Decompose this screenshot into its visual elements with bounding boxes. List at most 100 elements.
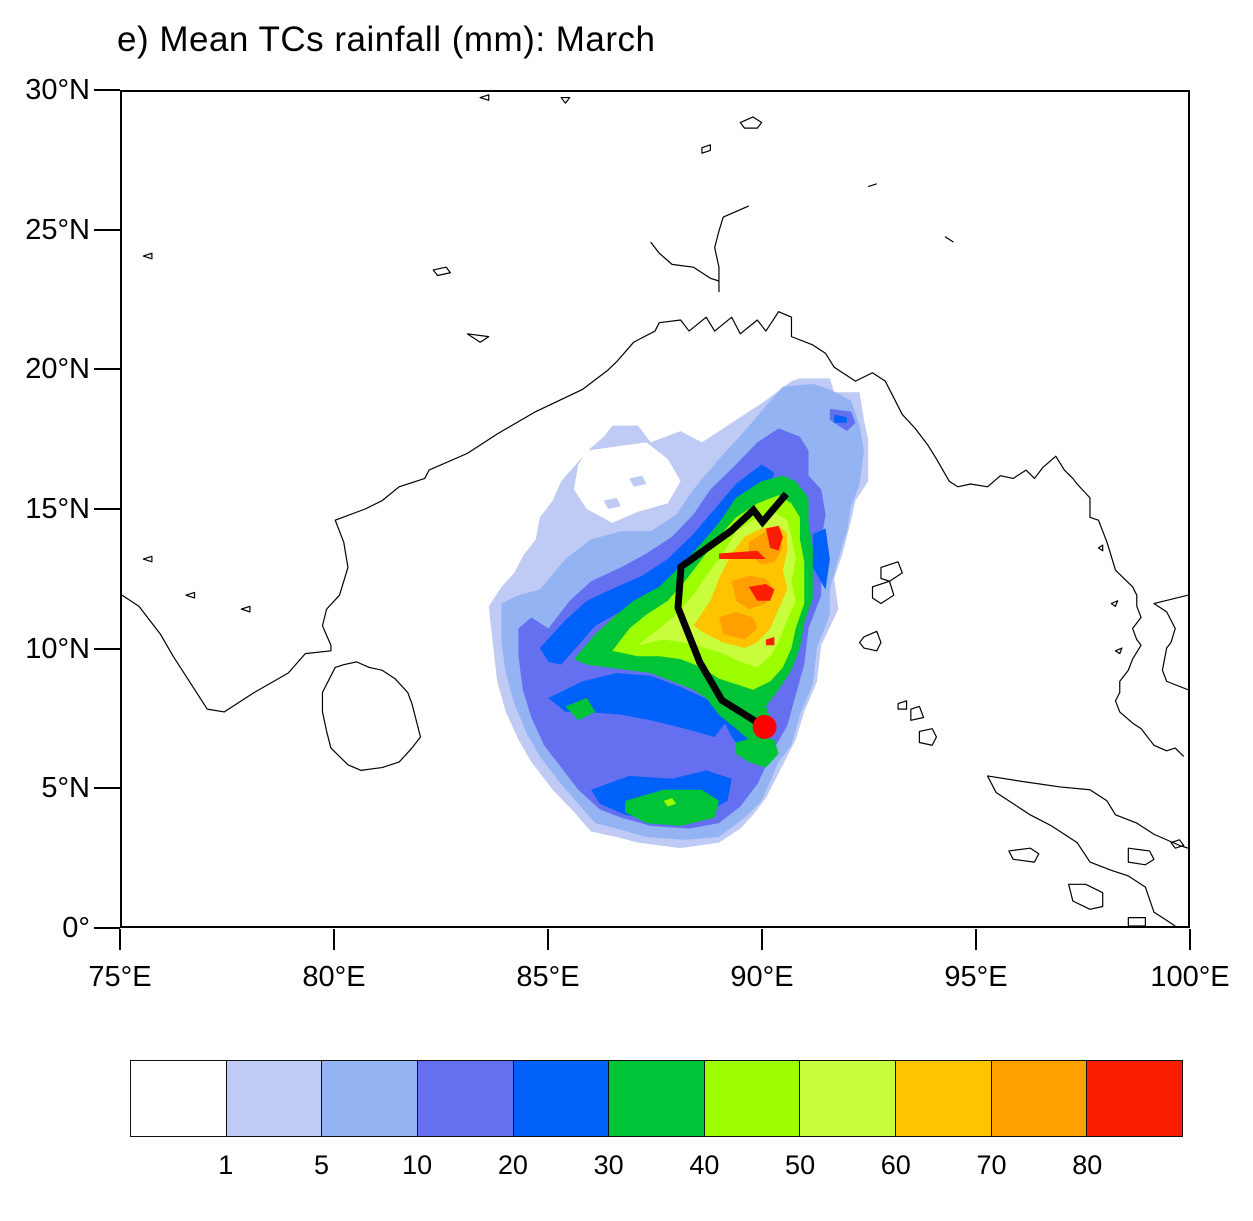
- coastline-mergui-islet-3: [1114, 647, 1123, 655]
- coastline-andaman-2: [871, 580, 895, 605]
- y-axis-tick-30: [94, 89, 120, 91]
- x-axis-label-95: 95°E: [944, 961, 1008, 993]
- colorbar-cell-3: [416, 1060, 514, 1137]
- genesis-point: [752, 715, 777, 739]
- rainfall-region-30-40: [565, 697, 596, 721]
- coastline-india-bangladesh-myanmar: [122, 311, 1185, 757]
- x-axis-tick-75: [119, 929, 121, 950]
- coastline-nicobar-1: [897, 700, 908, 710]
- y-axis-label-25: 25°N: [25, 213, 90, 246]
- coastline-nicobar-2: [910, 705, 925, 721]
- y-axis-label-15: 15°N: [25, 493, 90, 525]
- colorbar-cell-4: [512, 1060, 610, 1137]
- y-axis-label-10: 10°N: [25, 632, 90, 665]
- rainfall-region-30-40: [625, 789, 719, 826]
- colorbar-label-60: 60: [880, 1150, 911, 1180]
- coastline-inland-lake-4: [185, 591, 196, 599]
- coastline-left-speck: [142, 252, 153, 260]
- coastline-river-brahmaputra: [714, 205, 750, 293]
- y-axis-label-20: 20°N: [25, 353, 90, 386]
- x-axis-tick-95: [975, 929, 977, 950]
- colorbar-label-5: 5: [313, 1150, 329, 1180]
- rainfall-region-20-30: [812, 528, 830, 590]
- colorbar-label-10: 10: [402, 1150, 433, 1180]
- colorbar-label-70: 70: [976, 1150, 1007, 1180]
- coastline-himalaya-ring: [701, 144, 711, 154]
- colorbar-label-40: 40: [689, 1150, 720, 1180]
- x-axis-label-90: 90°E: [730, 961, 794, 993]
- coastline-andaman-1: [880, 561, 903, 582]
- coastline-nicobar-3: [918, 728, 938, 746]
- cyclone-track: [674, 491, 789, 730]
- y-axis-label-0: 0°: [62, 912, 90, 944]
- x-axis-tick-100: [1189, 929, 1191, 950]
- colorbar-label-30: 30: [593, 1150, 624, 1180]
- colorbar-cell-9: [990, 1060, 1088, 1137]
- colorbar-cell-6: [703, 1060, 801, 1137]
- rainfall-region-30-40: [735, 737, 779, 768]
- rainfall-region-1-5: [629, 475, 647, 487]
- coastline-sumatra-island-3: [1127, 847, 1155, 866]
- y-axis-label-30: 30°N: [25, 74, 90, 106]
- colorbar-cell-8: [895, 1060, 992, 1137]
- coastline-sumatra-island-4: [1127, 917, 1146, 926]
- rainfall-region-lt1: [574, 442, 681, 523]
- coastline-inland-lake-2: [466, 333, 490, 343]
- coastline-inland-lake-3: [142, 555, 153, 563]
- rainfall-region-20-30: [548, 673, 728, 738]
- coastline-mergui-islet-2: [1110, 600, 1119, 607]
- colorbar-label-20: 20: [497, 1150, 528, 1180]
- rainfall-region-gt80: [765, 636, 775, 646]
- coastline-river-ganges: [650, 241, 720, 282]
- y-axis-tick-15: [94, 508, 120, 510]
- coastline-gulf-of-thailand: [1153, 594, 1188, 691]
- x-axis-tick-90: [761, 929, 763, 950]
- colorbar-cell-0: [130, 1060, 227, 1137]
- coastline-sumatra-island-1: [1008, 847, 1040, 863]
- x-axis-tick-85: [547, 929, 549, 950]
- x-axis-label-75: 75°E: [88, 961, 152, 993]
- colorbar-cell-2: [321, 1060, 418, 1137]
- x-axis-label-85: 85°E: [516, 961, 580, 993]
- rainfall-region-70-80: [718, 611, 758, 640]
- y-axis-tick-25: [94, 228, 120, 231]
- rainfall-region-gt80: [718, 550, 766, 560]
- rainfall-region-40-50: [663, 798, 677, 807]
- coastline-inland-lake-5: [240, 605, 251, 613]
- x-axis-label-100: 100°E: [1150, 961, 1230, 993]
- y-axis-tick-20: [94, 368, 120, 371]
- rainfall-region-1-5: [603, 497, 621, 509]
- coastline-sri-lanka: [321, 661, 422, 771]
- rainfall-region-20-30: [539, 464, 775, 665]
- y-axis-tick-10: [94, 647, 120, 650]
- x-axis-label-80: 80°E: [302, 961, 366, 993]
- rainfall-region-gt80: [748, 584, 775, 601]
- colorbar: [130, 1060, 1184, 1137]
- y-axis-tick-5: [94, 787, 120, 790]
- coastline-andaman-3: [859, 630, 882, 652]
- coastline-sumatra-island-2: [1068, 883, 1104, 910]
- rainfall-region-gt80: [765, 525, 783, 551]
- map-frame: [120, 90, 1190, 928]
- coastline-top-speck-2: [560, 96, 571, 104]
- coastline-himalaya-lake: [739, 116, 763, 129]
- y-axis-label-5: 5°N: [41, 772, 90, 805]
- coastline-mergui-islet-1: [1097, 544, 1104, 552]
- colorbar-label-80: 80: [1072, 1150, 1103, 1180]
- coastline-hills-mark-2: [868, 183, 877, 188]
- map-svg: [122, 94, 1188, 926]
- coastline-inland-lake-1: [432, 266, 451, 277]
- coastline-hills-mark-1: [944, 236, 954, 243]
- colorbar-cell-1: [225, 1060, 323, 1137]
- colorbar-label-50: 50: [785, 1150, 816, 1180]
- colorbar-cell-7: [799, 1060, 897, 1137]
- colorbar-label-1: 1: [218, 1150, 234, 1180]
- x-axis-tick-80: [333, 929, 335, 950]
- colorbar-cell-10: [1086, 1060, 1184, 1137]
- figure-title: e) Mean TCs rainfall (mm): March: [117, 20, 656, 59]
- coastline-sumatra: [986, 775, 1188, 926]
- coastline-malacca-islet: [1170, 839, 1185, 849]
- colorbar-cell-5: [608, 1060, 705, 1137]
- coastline-top-speck-1: [479, 94, 490, 101]
